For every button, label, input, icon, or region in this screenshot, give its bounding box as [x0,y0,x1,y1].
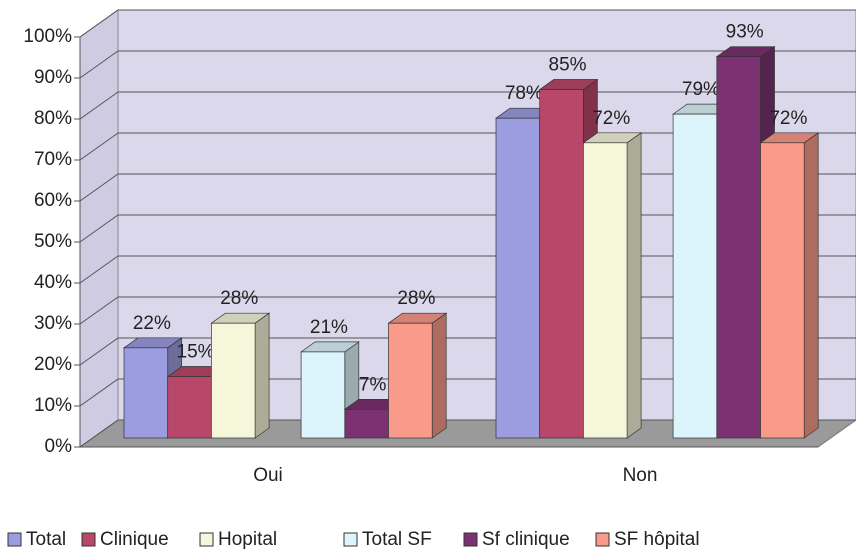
legend-label: Hopital [218,529,277,550]
data-label: 15% [177,342,215,363]
bar [388,322,433,439]
data-label: 21% [310,317,348,338]
grid-line [79,173,119,202]
legend-swatch [81,532,96,547]
grid-line [79,255,119,284]
data-label: 79% [682,79,720,100]
bar [167,376,212,439]
bar-side [803,132,819,439]
data-label: 22% [133,313,171,334]
bar-side [626,132,642,439]
y-tick-label: 10% [34,395,72,416]
bar-side [431,312,447,439]
bar [344,408,389,439]
data-label: 7% [359,374,387,395]
legend-swatch [595,532,610,547]
x-tick-label: Oui [253,465,283,486]
bar [583,142,628,439]
data-label: 78% [505,83,543,104]
grid-line [79,91,119,120]
data-label: 72% [592,108,630,129]
legend-swatch [199,532,214,547]
y-tick-label: 20% [34,354,72,375]
data-label: 93% [726,22,764,43]
grid-line [79,419,119,448]
grid-line [79,296,119,325]
legend-swatch [463,532,478,547]
bar [716,56,761,439]
bar [539,89,584,439]
x-tick-label: Non [623,465,658,486]
legend-label: Total SF [362,529,432,550]
grid-line [79,50,119,79]
y-tick-label: 100% [23,26,72,47]
data-label: 28% [220,288,258,309]
y-tick-label: 60% [34,190,72,211]
grid-line [79,9,119,38]
grid-line [79,132,119,161]
legend-label: Sf clinique [482,529,570,550]
y-tick-label: 50% [34,231,72,252]
bar [300,351,346,439]
y-tick-label: 30% [34,313,72,334]
bar [123,347,169,439]
y-tick-label: 80% [34,108,72,129]
grid-line [79,337,119,366]
y-tick-label: 90% [34,67,72,88]
legend-swatch [343,532,358,547]
y-tick-label: 70% [34,149,72,170]
bar-side [254,312,270,439]
legend-label: SF hôpital [614,529,700,550]
legend-label: Clinique [100,529,169,550]
bar [760,142,805,439]
y-tick-label: 0% [45,436,73,457]
legend-label: Total [26,529,66,550]
data-label: 28% [397,288,435,309]
data-label: 72% [769,108,807,129]
data-label: 85% [549,55,587,76]
legend-swatch [7,532,22,547]
grid-line [79,378,119,407]
bar [211,322,256,439]
bar [672,113,718,439]
y-tick-label: 40% [34,272,72,293]
bar [495,117,541,439]
grid-line [79,214,119,243]
